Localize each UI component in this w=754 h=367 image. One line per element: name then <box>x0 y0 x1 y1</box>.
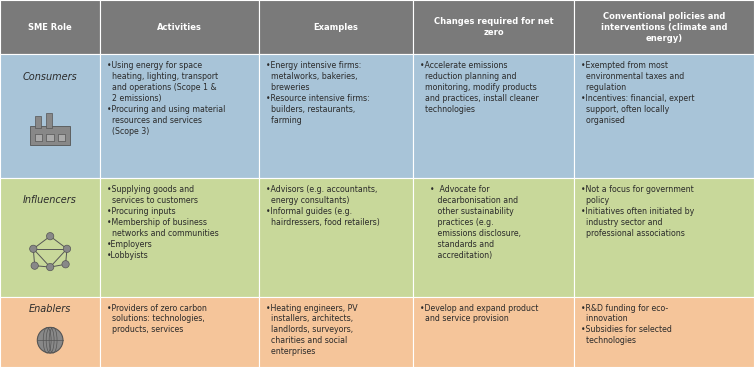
Text: •Supplying goods and
  services to customers
•Procuring inputs
•Membership of bu: •Supplying goods and services to custome… <box>107 185 219 260</box>
Bar <box>0 178 100 297</box>
Text: •R&D funding for eco-
  innovation
•Subsidies for selected
  technologies: •R&D funding for eco- innovation •Subsid… <box>581 304 672 345</box>
Bar <box>0 54 100 178</box>
Bar <box>259 297 413 367</box>
Circle shape <box>47 233 54 240</box>
Bar <box>574 297 754 367</box>
Text: •Develop and expand product
  and service provision: •Develop and expand product and service … <box>420 304 538 323</box>
Bar <box>0 0 100 54</box>
Text: SME Role: SME Role <box>28 23 72 32</box>
Bar <box>0 297 100 367</box>
Text: Consumers: Consumers <box>23 72 78 81</box>
Text: •Not a focus for government
  policy
•Initiatives often initiated by
  industry : •Not a focus for government policy •Init… <box>581 185 694 238</box>
Bar <box>574 0 754 54</box>
Text: Enablers: Enablers <box>29 304 72 314</box>
Bar <box>100 178 259 297</box>
Circle shape <box>62 261 69 268</box>
Bar <box>30 126 70 145</box>
Text: •Heating engineers, PV
  installers, architects,
  landlords, surveyors,
  chari: •Heating engineers, PV installers, archi… <box>265 304 357 356</box>
Bar <box>47 134 54 141</box>
Circle shape <box>47 264 54 271</box>
Bar <box>259 54 413 178</box>
Text: •Exempted from most
  environmental taxes and
  regulation
•Incentives: financia: •Exempted from most environmental taxes … <box>581 61 694 125</box>
Text: •Advisors (e.g. accountants,
  energy consultants)
•Informal guides (e.g.
  hair: •Advisors (e.g. accountants, energy cons… <box>265 185 379 227</box>
Bar <box>413 178 574 297</box>
Circle shape <box>63 245 71 252</box>
Text: Changes required for net
zero: Changes required for net zero <box>434 17 553 37</box>
Circle shape <box>37 327 63 353</box>
Bar <box>100 297 259 367</box>
Bar <box>574 178 754 297</box>
Circle shape <box>31 262 38 269</box>
Text: •Providers of zero carbon
  solutions: technologies,
  products, services: •Providers of zero carbon solutions: tec… <box>107 304 207 334</box>
Bar <box>100 0 259 54</box>
Text: •Accelerate emissions
  reduction planning and
  monitoring, modify products
  a: •Accelerate emissions reduction planning… <box>420 61 539 114</box>
Text: Examples: Examples <box>314 23 358 32</box>
Text: Activities: Activities <box>157 23 202 32</box>
Text: Conventional policies and
interventions (climate and
energy): Conventional policies and interventions … <box>601 11 727 43</box>
Text: •  Advocate for
       decarbonisation and
       other sustainability
       pr: • Advocate for decarbonisation and other… <box>420 185 521 260</box>
Text: Influencers: Influencers <box>23 195 77 205</box>
Bar <box>574 54 754 178</box>
Bar <box>46 113 52 128</box>
Bar <box>259 0 413 54</box>
Bar <box>413 54 574 178</box>
Text: •Using energy for space
  heating, lighting, transport
  and operations (Scope 1: •Using energy for space heating, lightin… <box>107 61 225 136</box>
Bar <box>413 297 574 367</box>
Circle shape <box>29 245 37 252</box>
Bar <box>259 178 413 297</box>
Text: •Energy intensive firms:
  metalworks, bakeries,
  breweries
•Resource intensive: •Energy intensive firms: metalworks, bak… <box>265 61 369 125</box>
Bar <box>58 134 66 141</box>
Bar <box>35 116 41 128</box>
Bar <box>413 0 574 54</box>
Bar <box>35 134 41 141</box>
Bar <box>100 54 259 178</box>
